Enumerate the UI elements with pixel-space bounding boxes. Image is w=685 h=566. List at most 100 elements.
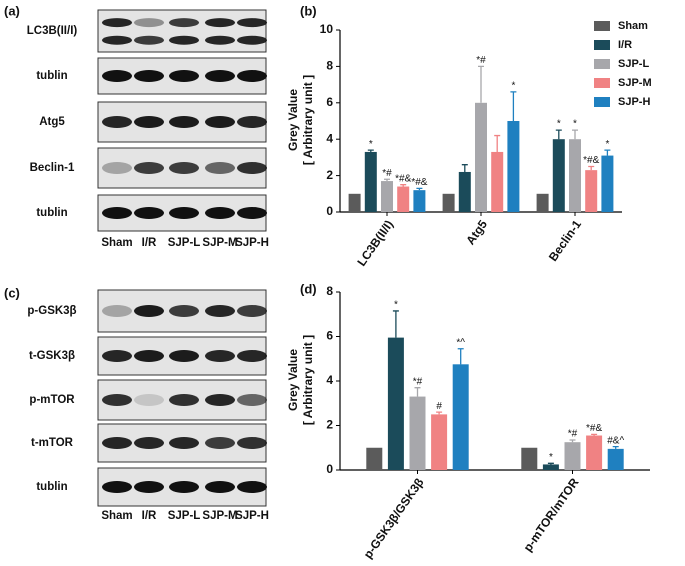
lane-label: SJP-L bbox=[168, 510, 201, 522]
y-tick-label: 6 bbox=[326, 329, 333, 343]
blot-band bbox=[134, 207, 164, 219]
blot-band bbox=[237, 481, 267, 493]
significance-label: * bbox=[557, 119, 561, 130]
error-bar bbox=[510, 91, 517, 121]
error-bar bbox=[572, 129, 578, 140]
bar bbox=[452, 364, 469, 470]
blot-label: tublin bbox=[36, 481, 67, 493]
x-tick-label: LC3B(II/I) bbox=[354, 218, 396, 269]
blot-band bbox=[169, 305, 199, 317]
blot-band bbox=[134, 35, 164, 45]
y-tick-label: 0 bbox=[326, 204, 333, 218]
error-bar bbox=[612, 445, 619, 449]
blot-band bbox=[237, 305, 267, 317]
blot-band bbox=[205, 162, 235, 174]
significance-label: * bbox=[573, 119, 577, 130]
legend-swatch bbox=[594, 78, 610, 88]
error-bar bbox=[547, 462, 554, 465]
blot-band bbox=[237, 207, 267, 219]
legend-label: I/R bbox=[618, 39, 632, 51]
legend-label: SJP-M bbox=[618, 77, 652, 89]
blot-label: tublin bbox=[36, 207, 67, 219]
blot-band bbox=[169, 35, 199, 45]
bar bbox=[387, 337, 404, 470]
bar bbox=[413, 190, 426, 212]
lane-label: I/R bbox=[142, 510, 157, 522]
bar bbox=[521, 447, 538, 470]
y-tick-label: 4 bbox=[326, 131, 333, 145]
blot-label: Beclin-1 bbox=[30, 162, 75, 174]
blot-band bbox=[237, 162, 267, 174]
blot-band bbox=[205, 305, 235, 317]
blot-band bbox=[102, 162, 132, 174]
blot-band bbox=[169, 394, 199, 406]
blot-band bbox=[169, 350, 199, 362]
error-bar bbox=[588, 165, 595, 171]
bar bbox=[397, 186, 410, 212]
blot-band bbox=[237, 394, 267, 406]
blot-band bbox=[205, 35, 235, 45]
bar bbox=[542, 464, 559, 470]
significance-label: *#& bbox=[583, 155, 599, 166]
error-bar bbox=[591, 433, 598, 436]
blot-band bbox=[102, 481, 132, 493]
blot-band bbox=[134, 70, 164, 82]
blot-band bbox=[134, 116, 164, 128]
blot-label: tublin bbox=[36, 70, 67, 82]
blot-label: t-GSK3β bbox=[29, 350, 75, 362]
significance-label: *# bbox=[413, 376, 423, 387]
x-tick-label: Atg5 bbox=[463, 217, 490, 247]
blot-band bbox=[237, 437, 267, 449]
blot-band bbox=[205, 394, 235, 406]
blot-band bbox=[205, 481, 235, 493]
bar bbox=[536, 193, 549, 212]
legend-label: SJP-L bbox=[618, 58, 649, 70]
bar bbox=[552, 139, 565, 212]
y-tick-label: 10 bbox=[320, 22, 334, 36]
error-bar bbox=[392, 310, 399, 338]
lane-label: SJP-H bbox=[235, 510, 269, 522]
blot-band bbox=[169, 437, 199, 449]
blot-label: t-mTOR bbox=[31, 437, 74, 449]
bar bbox=[364, 151, 377, 212]
error-bar bbox=[416, 187, 423, 191]
blot-band bbox=[205, 70, 235, 82]
significance-label: *# bbox=[476, 55, 486, 66]
significance-label: *^ bbox=[456, 337, 465, 348]
blot-band bbox=[134, 18, 164, 28]
blot-band bbox=[134, 394, 164, 406]
blot-label: p-GSK3β bbox=[27, 305, 76, 317]
bar bbox=[348, 193, 361, 212]
error-bar bbox=[400, 184, 407, 187]
blot-band bbox=[169, 70, 199, 82]
lane-label: I/R bbox=[142, 237, 157, 249]
legend-swatch bbox=[594, 59, 610, 69]
panel-label: (b) bbox=[300, 3, 317, 18]
bar bbox=[409, 396, 426, 470]
y-axis-label: Grey Value bbox=[286, 349, 300, 411]
error-bar bbox=[604, 149, 611, 156]
significance-label: *#& bbox=[395, 173, 411, 184]
lane-label: SJP-L bbox=[168, 237, 201, 249]
bar bbox=[607, 448, 624, 470]
blot-band bbox=[134, 437, 164, 449]
blot-band bbox=[169, 18, 199, 28]
significance-label: *#& bbox=[586, 423, 602, 434]
lane-label: SJP-M bbox=[202, 510, 237, 522]
bar bbox=[569, 139, 581, 212]
error-bar bbox=[414, 387, 421, 397]
blot-band bbox=[102, 305, 132, 317]
blot-band bbox=[102, 350, 132, 362]
bar bbox=[491, 151, 504, 212]
bar bbox=[381, 181, 393, 212]
error-bar bbox=[457, 348, 464, 365]
error-bar bbox=[478, 65, 484, 103]
significance-label: * bbox=[605, 139, 609, 150]
x-tick-label: p-GSK3β/GSK3β bbox=[361, 476, 427, 562]
blot-band bbox=[134, 162, 164, 174]
blot-band bbox=[237, 350, 267, 362]
blot-band bbox=[237, 35, 267, 45]
error-bar bbox=[384, 178, 390, 182]
significance-label: * bbox=[549, 452, 553, 463]
